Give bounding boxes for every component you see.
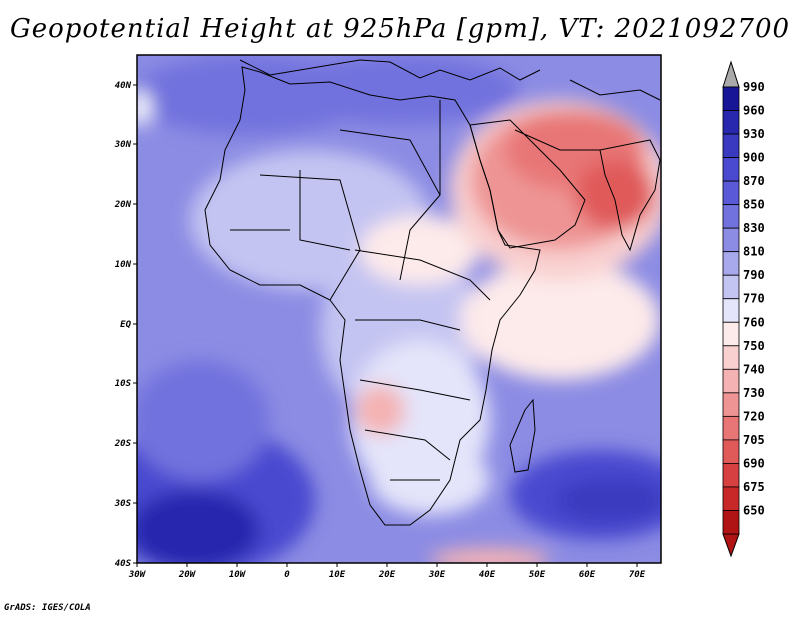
lat-labels: 40N 30N 20N 10N EQ 10S 20S 30S 40S bbox=[114, 81, 132, 569]
lat-label: 10N bbox=[115, 260, 132, 270]
colorbar-label: 900 bbox=[743, 151, 765, 165]
colorbar-label: 850 bbox=[743, 198, 765, 212]
colorbar-label: 760 bbox=[743, 315, 765, 329]
colorbar-box bbox=[722, 251, 740, 276]
colorbar-box bbox=[722, 204, 740, 229]
colorbar-label: 830 bbox=[743, 221, 765, 235]
height-field bbox=[137, 55, 661, 563]
lon-label: 70E bbox=[629, 570, 646, 580]
colorbar: 990 960 930 900 870 850 830 810 790 770 760 750 740 7… bbox=[722, 60, 765, 558]
colorbar-box bbox=[722, 345, 740, 370]
colorbar-box bbox=[722, 110, 740, 135]
colorbar-box bbox=[722, 157, 740, 182]
lat-label: 30N bbox=[114, 140, 132, 150]
lat-label: 30S bbox=[114, 499, 132, 509]
grads-credit: GrADS: IGES/COLA bbox=[4, 603, 91, 613]
colorbar-box bbox=[722, 510, 740, 535]
lat-label: 40S bbox=[115, 559, 132, 569]
colorbar-box bbox=[722, 368, 740, 394]
colorbar-box bbox=[722, 415, 740, 441]
map-title: Geopotential Height at 925hPa [gpm], VT:… bbox=[9, 14, 791, 44]
coastlines bbox=[204, 59, 661, 526]
colorbar-label: 960 bbox=[743, 104, 765, 118]
colorbar-label: 705 bbox=[743, 433, 765, 447]
lon-label: 30E bbox=[428, 570, 446, 580]
colorbar-label: 990 bbox=[743, 80, 765, 94]
colorbar-label: 790 bbox=[743, 268, 765, 282]
axis-ticks bbox=[133, 84, 638, 567]
lon-label: 10E bbox=[329, 570, 346, 580]
colorbar-box bbox=[722, 180, 740, 206]
colorbar-label: 810 bbox=[743, 245, 765, 259]
colorbar-label: 740 bbox=[743, 362, 765, 376]
lon-label: 0 bbox=[284, 570, 290, 580]
lon-label: 30W bbox=[128, 570, 147, 580]
colorbar-box bbox=[722, 439, 740, 464]
lon-label: 20E bbox=[378, 570, 396, 580]
colorbar-label: 720 bbox=[743, 409, 765, 423]
lon-label: 10W bbox=[229, 570, 247, 580]
colorbar-box bbox=[722, 274, 740, 300]
colorbar-label: 870 bbox=[743, 174, 765, 188]
lon-label: 20W bbox=[178, 570, 197, 580]
colorbar-box bbox=[722, 486, 740, 511]
colorbar-bottom-arrow bbox=[722, 533, 740, 558]
colorbar-box bbox=[722, 321, 740, 347]
lon-label: 40E bbox=[479, 570, 496, 580]
lat-label: 20N bbox=[114, 200, 132, 210]
colorbar-label: 650 bbox=[743, 503, 765, 517]
colorbar-label: 690 bbox=[743, 456, 765, 470]
colorbar-label: 930 bbox=[743, 127, 765, 141]
colorbar-box bbox=[722, 133, 740, 158]
colorbar-box bbox=[722, 392, 740, 417]
colorbar-box bbox=[722, 298, 740, 323]
colorbar-label: 770 bbox=[743, 292, 765, 306]
lat-label: 20S bbox=[114, 439, 132, 449]
lon-label: 50E bbox=[529, 570, 546, 580]
lon-labels: 30W 20W 10W 0 10E 20E 30E 40E 50E 60E 70… bbox=[128, 570, 646, 580]
lat-label: EQ bbox=[120, 320, 131, 330]
colorbar-label: 730 bbox=[743, 386, 765, 400]
colorbar-top-arrow bbox=[722, 60, 740, 88]
map-frame bbox=[136, 54, 662, 564]
colorbar-label: 750 bbox=[743, 339, 765, 353]
lat-label: 10S bbox=[115, 379, 132, 389]
colorbar-box bbox=[722, 227, 740, 253]
colorbar-box bbox=[722, 463, 740, 488]
colorbar-box bbox=[722, 86, 740, 111]
lon-label: 60E bbox=[579, 570, 596, 580]
lat-label: 40N bbox=[115, 81, 132, 91]
colorbar-label: 675 bbox=[743, 480, 765, 494]
